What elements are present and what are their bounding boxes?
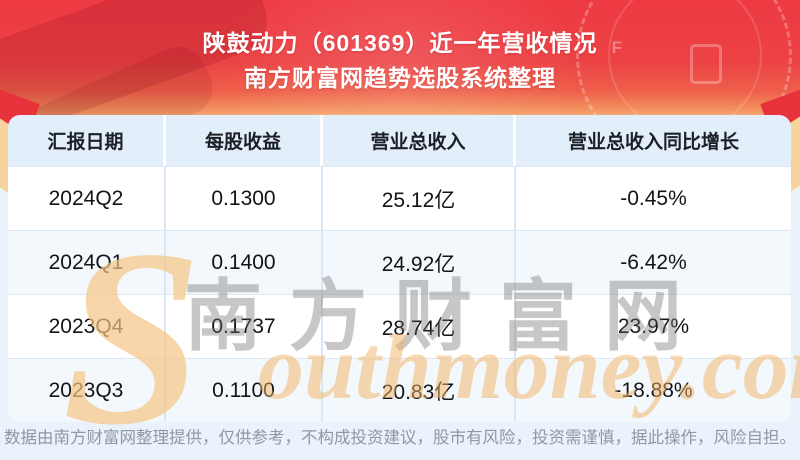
cell-total-revenue: 20.83亿 [323,359,516,422]
cell-eps: 0.1300 [166,167,323,230]
cell-report-date: 2023Q4 [8,295,166,358]
cell-report-date: 2024Q2 [8,167,166,230]
banner-glow-decor [220,0,580,134]
cell-total-revenue: 28.74亿 [323,295,516,358]
table-row: 2023Q3 0.1100 20.83亿 -18.88% [8,358,791,422]
fuel-gauge-f-label: F [611,38,622,57]
banner: F 陕鼓动力（601369）近一年营收情况 南方财富网趋势选股系统整理 [0,0,800,134]
cell-eps: 0.1100 [166,359,323,422]
fuel-pump-icon [690,44,722,84]
cell-total-revenue: 24.92亿 [323,231,516,294]
cell-total-revenue: 25.12亿 [323,167,516,230]
table-header-row: 汇报日期 每股收益 营业总收入 营业总收入同比增长 [8,115,791,166]
col-header-report-date: 汇报日期 [8,115,166,166]
revenue-table: 汇报日期 每股收益 营业总收入 营业总收入同比增长 2024Q2 0.1300 … [8,115,791,422]
table-row: 2024Q1 0.1400 24.92亿 -6.42% [8,230,791,294]
disclaimer-text: 数据由南方财富网整理提供，仅供参考，不构成投资建议，股市有风险，投资需谨慎，据此… [4,429,796,447]
cell-eps: 0.1737 [166,295,323,358]
col-header-eps: 每股收益 [166,115,323,166]
cell-yoy-growth: 23.97% [617,314,690,338]
cell-yoy-growth: -0.45% [620,186,687,210]
page-subtitle: 南方财富网趋势选股系统整理 [244,65,556,91]
cell-eps: 0.1400 [166,231,323,294]
table-row: 2024Q2 0.1300 25.12亿 -0.45% [8,166,791,230]
fuel-gauge-ring-icon [576,0,792,134]
cell-yoy-growth: -18.88% [614,378,693,402]
cell-report-date: 2024Q1 [8,231,166,294]
col-header-yoy-growth: 营业总收入同比增长 [567,132,739,153]
page-title: 陕鼓动力（601369）近一年营收情况 [202,30,598,56]
col-header-total-revenue: 营业总收入 [323,115,516,166]
table-row: 2023Q4 0.1737 28.74亿 23.97% [8,294,791,358]
cell-yoy-growth: -6.42% [620,250,687,274]
cell-report-date: 2023Q3 [8,359,166,422]
